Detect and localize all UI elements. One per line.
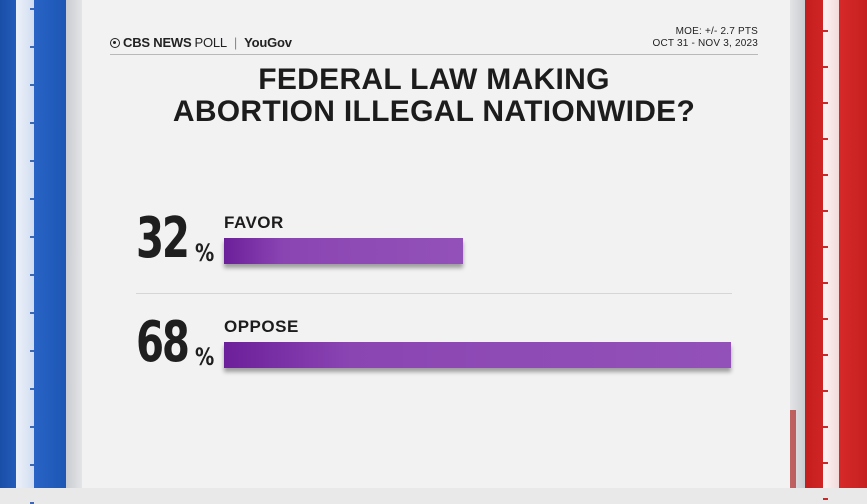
value-label-oppose: 68 xyxy=(136,310,190,375)
left-flag-banner xyxy=(0,0,74,504)
percent-sign: % xyxy=(195,343,215,371)
banner-notch xyxy=(30,236,34,238)
left-gutter xyxy=(66,0,82,488)
poll-dates: OCT 31 - NOV 3, 2023 xyxy=(652,38,758,49)
bar-chart: 32% FAVOR 68% OPPOSE xyxy=(82,0,790,488)
right-gutter xyxy=(790,0,805,488)
brand-lockup: CBS NEWS POLL | YouGov xyxy=(110,35,292,50)
category-label-oppose: OPPOSE xyxy=(224,317,299,336)
banner-notch xyxy=(823,66,828,68)
brand-secondary: POLL xyxy=(194,35,227,50)
banner-notch xyxy=(30,8,34,10)
title-line-2: ABORTION ILLEGAL NATIONWIDE? xyxy=(172,95,696,128)
banner-notch xyxy=(30,160,34,162)
banner-notch xyxy=(30,46,34,48)
header-divider xyxy=(110,54,758,55)
percent-sign: % xyxy=(195,239,215,267)
title-line-1: FEDERAL LAW MAKING xyxy=(258,63,610,96)
banner-notch xyxy=(823,102,828,104)
banner-notch xyxy=(30,122,34,124)
banner-notch xyxy=(823,138,828,140)
category-label-favor: FAVOR xyxy=(224,213,284,232)
banner-notch xyxy=(823,210,828,212)
banner-notch xyxy=(823,390,828,392)
banner-notch xyxy=(30,464,34,466)
bar-oppose xyxy=(224,342,731,368)
bar-favor xyxy=(224,238,463,264)
banner-notch xyxy=(823,462,828,464)
banner-notch xyxy=(30,198,34,200)
left-white-stripe xyxy=(16,0,34,488)
banner-notch xyxy=(30,274,34,276)
poll-meta: MOE: +/- 2.7 PTS OCT 31 - NOV 3, 2023 xyxy=(652,26,758,50)
banner-notch xyxy=(30,388,34,390)
banner-notch xyxy=(30,426,34,428)
banner-notch xyxy=(30,84,34,86)
banner-notch xyxy=(823,426,828,428)
right-white-stripe xyxy=(823,0,839,488)
right-flag-banner xyxy=(805,0,867,500)
brand-primary: CBS NEWS xyxy=(123,35,192,50)
value-label-favor: 32 xyxy=(136,206,190,271)
banner-notch xyxy=(823,354,828,356)
chart-title: FEDERAL LAW MAKING ABORTION ILLEGAL NATI… xyxy=(110,64,758,128)
banner-notch xyxy=(823,174,828,176)
banner-notch xyxy=(823,282,828,284)
poll-panel: CBS NEWS POLL | YouGov MOE: +/- 2.7 PTS … xyxy=(82,0,790,488)
partner-logo: YouGov xyxy=(244,35,292,50)
banner-notch xyxy=(30,312,34,314)
brand-separator: | xyxy=(233,35,238,50)
right-panel-edge xyxy=(790,410,796,488)
banner-notch xyxy=(823,246,828,248)
banner-notch xyxy=(823,30,828,32)
banner-notch xyxy=(30,350,34,352)
row-divider xyxy=(136,293,732,294)
banner-notch xyxy=(823,498,828,500)
cbs-eye-icon xyxy=(110,37,120,48)
banner-notch xyxy=(823,318,828,320)
margin-of-error: MOE: +/- 2.7 PTS xyxy=(675,26,758,37)
